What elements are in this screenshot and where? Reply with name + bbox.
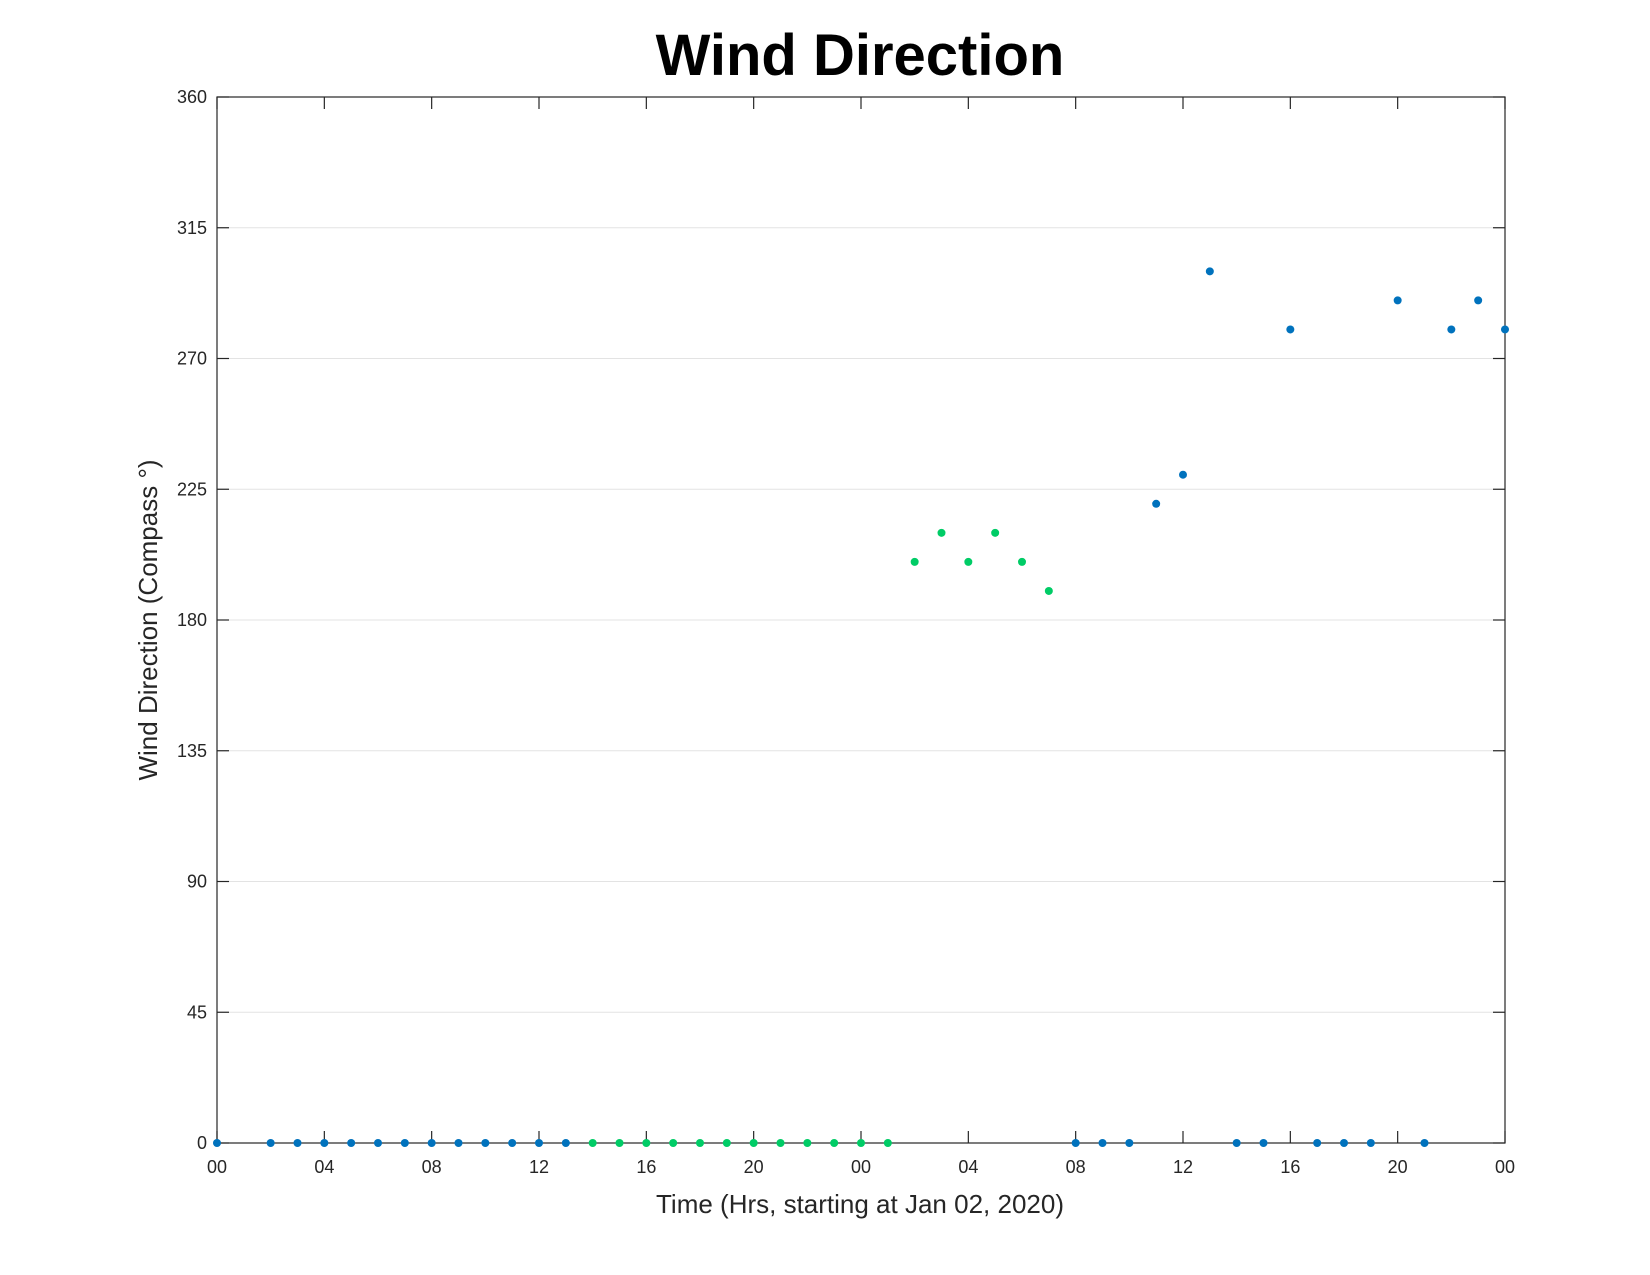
x-tick-label: 16 bbox=[1280, 1157, 1300, 1177]
data-point bbox=[669, 1139, 678, 1147]
data-point bbox=[374, 1139, 382, 1147]
data-point bbox=[1179, 470, 1187, 479]
data-point bbox=[1393, 296, 1402, 305]
data-point bbox=[1232, 1139, 1241, 1147]
data-point bbox=[1205, 267, 1214, 276]
data-point bbox=[1313, 1139, 1322, 1147]
data-point bbox=[937, 528, 946, 537]
data-point bbox=[803, 1139, 812, 1147]
data-point bbox=[481, 1139, 490, 1147]
x-tick-label: 20 bbox=[1388, 1157, 1408, 1177]
y-tick-label: 225 bbox=[177, 479, 207, 499]
data-point bbox=[320, 1139, 329, 1147]
y-tick-label: 270 bbox=[177, 349, 207, 369]
data-point bbox=[1098, 1139, 1107, 1147]
data-point bbox=[535, 1139, 543, 1147]
data-point bbox=[883, 1139, 892, 1147]
data-point bbox=[722, 1139, 731, 1147]
data-point bbox=[964, 557, 973, 566]
data-point bbox=[991, 528, 1000, 537]
data-point bbox=[1018, 557, 1026, 566]
y-axis-label: Wind Direction (Compass °) bbox=[133, 459, 163, 780]
x-axis-label: Time (Hrs, starting at Jan 02, 2020) bbox=[656, 1189, 1064, 1219]
data-point bbox=[400, 1139, 409, 1147]
data-point bbox=[830, 1139, 839, 1147]
data-point bbox=[857, 1139, 865, 1147]
data-point bbox=[1044, 586, 1053, 595]
data-point bbox=[266, 1139, 275, 1147]
x-tick-label: 00 bbox=[851, 1157, 871, 1177]
data-point bbox=[588, 1139, 597, 1147]
y-tick-label: 135 bbox=[177, 741, 207, 761]
data-point bbox=[749, 1139, 758, 1147]
x-tick-label: 04 bbox=[958, 1157, 978, 1177]
data-point bbox=[1340, 1139, 1348, 1147]
data-point bbox=[1420, 1139, 1429, 1147]
y-tick-label: 0 bbox=[197, 1133, 207, 1153]
data-point bbox=[1125, 1139, 1134, 1147]
data-point bbox=[910, 557, 919, 566]
data-point bbox=[427, 1139, 436, 1147]
ticks: 0 45 90 135 180 225 270 315 360 00 04 08 12 16 20 00 04 0… bbox=[177, 87, 1515, 1177]
x-tick-label: 12 bbox=[1173, 1157, 1193, 1177]
data-point bbox=[615, 1139, 624, 1147]
x-tick-label: 12 bbox=[529, 1157, 549, 1177]
x-tick-label: 16 bbox=[636, 1157, 656, 1177]
x-tick-label: 00 bbox=[207, 1157, 227, 1177]
data-point bbox=[213, 1139, 221, 1147]
x-tick-label: 08 bbox=[422, 1157, 442, 1177]
data-point bbox=[454, 1139, 463, 1147]
grid-lines bbox=[217, 96, 1505, 1144]
x-tick-label: 20 bbox=[744, 1157, 764, 1177]
data-point bbox=[1152, 499, 1161, 508]
data-point bbox=[1474, 296, 1483, 305]
y-tick-label: 360 bbox=[177, 87, 207, 107]
x-tick-label: 00 bbox=[1495, 1157, 1515, 1177]
data-point bbox=[1501, 325, 1509, 334]
data-point bbox=[1286, 325, 1295, 334]
y-tick-label: 45 bbox=[187, 1002, 207, 1022]
data-point bbox=[561, 1139, 570, 1147]
data-point bbox=[508, 1139, 517, 1147]
data-points bbox=[213, 267, 1509, 1147]
data-point bbox=[1259, 1139, 1268, 1147]
data-point bbox=[293, 1139, 302, 1147]
data-point bbox=[642, 1139, 651, 1147]
x-tick-label: 04 bbox=[314, 1157, 334, 1177]
y-tick-label: 180 bbox=[177, 610, 207, 630]
data-point bbox=[1366, 1139, 1375, 1147]
data-point bbox=[696, 1139, 704, 1147]
data-point bbox=[347, 1139, 356, 1147]
chart-title: Wind Direction bbox=[656, 23, 1065, 88]
data-point bbox=[1447, 325, 1456, 334]
y-tick-label: 90 bbox=[187, 872, 207, 892]
x-tick-label: 08 bbox=[1066, 1157, 1086, 1177]
y-tick-label: 315 bbox=[177, 218, 207, 238]
data-point bbox=[1071, 1139, 1080, 1147]
data-point bbox=[776, 1139, 785, 1147]
